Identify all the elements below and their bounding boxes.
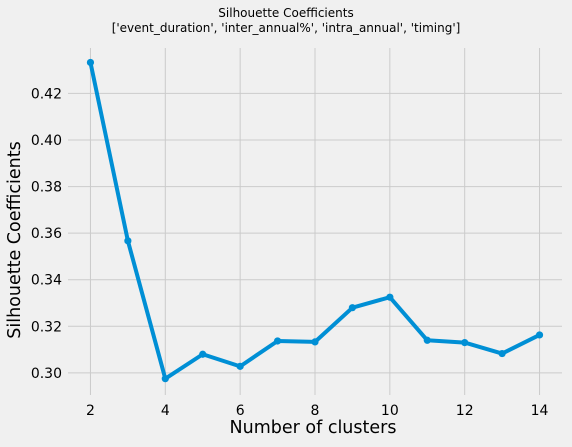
data-point bbox=[124, 237, 132, 245]
data-point bbox=[348, 304, 357, 312]
data-point bbox=[273, 337, 282, 345]
data-point bbox=[498, 349, 506, 358]
data-point bbox=[423, 336, 431, 344]
x-tick-label: 8 bbox=[311, 403, 320, 419]
y-axis-label: Silhouette Coefficients bbox=[5, 141, 25, 339]
data-point bbox=[86, 58, 95, 67]
data-point bbox=[311, 338, 319, 346]
data-point bbox=[236, 362, 244, 370]
y-tick-label: 0.42 bbox=[31, 86, 62, 102]
y-tick-label: 0.40 bbox=[31, 133, 62, 149]
data-point bbox=[535, 331, 544, 339]
data-point bbox=[386, 293, 394, 301]
x-tick-label: 4 bbox=[161, 403, 170, 419]
y-tick-label: 0.34 bbox=[31, 273, 62, 289]
tick-labels: 2 4 6 8 10 12 14 0.30 0.32 0.34 0.36 0.38 0.40 0.42 bbox=[31, 86, 549, 419]
chart-title: Silhouette Coefficients bbox=[218, 6, 354, 20]
chart-subtitle: ['event_duration', 'inter_annual%', 'int… bbox=[111, 21, 461, 35]
y-tick-label: 0.30 bbox=[31, 366, 62, 382]
x-tick-label: 14 bbox=[531, 403, 549, 419]
x-tick-label: 2 bbox=[86, 403, 95, 419]
y-tick-label: 0.36 bbox=[31, 226, 62, 242]
data-point bbox=[461, 339, 469, 347]
x-tick-label: 10 bbox=[381, 403, 399, 419]
y-tick-label: 0.38 bbox=[31, 180, 62, 196]
y-tick-label: 0.32 bbox=[31, 319, 62, 335]
series-layer bbox=[86, 58, 544, 383]
data-point bbox=[161, 375, 169, 383]
x-tick-label: 12 bbox=[456, 403, 474, 419]
x-tick-label: 6 bbox=[236, 403, 245, 419]
data-point bbox=[199, 350, 207, 358]
x-axis-label: Number of clusters bbox=[229, 418, 397, 438]
